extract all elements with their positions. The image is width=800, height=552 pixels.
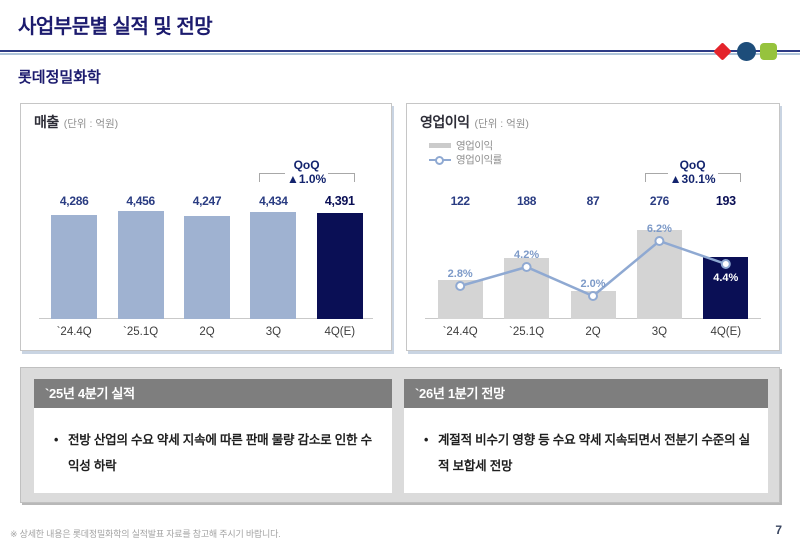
bar-`24.4Q	[51, 215, 98, 319]
title-underline-shadow	[0, 53, 800, 55]
x-axis-label: `24.4Q	[442, 326, 478, 338]
margin-label: 4.4%	[713, 272, 739, 284]
qoq-bracket-left	[258, 173, 285, 182]
q1-outlook-box-body: • 계절적 비수기 영향 등 수요 약세 지속되면서 전분기 수준의 실적 보합세…	[404, 408, 768, 493]
x-axis-label: 4Q(E)	[710, 326, 742, 338]
value-label: 4,286	[59, 194, 89, 208]
q1-outlook-box-title: `26년 1분기 전망	[404, 379, 768, 408]
operating-profit-chart-header: 영업이익 (단위 : 억원)	[420, 112, 529, 132]
page-number: 7	[775, 523, 782, 537]
bullet-dot-icon: •	[54, 433, 59, 447]
value-label: 122	[450, 194, 470, 208]
x-axis-label: `24.4Q	[56, 326, 92, 338]
company-title: 롯데정밀화학	[18, 69, 101, 86]
bar-3Q	[250, 212, 297, 319]
qoq-change: ▲30.1%	[669, 172, 716, 186]
bar-4Q(E)	[703, 257, 749, 319]
page-title: 사업부문별 실적 및 전망	[18, 16, 213, 38]
blue-circle-icon	[737, 42, 756, 61]
margin-label: 2.0%	[580, 278, 606, 290]
qoq-bracket: ▲1.0%	[258, 172, 355, 186]
value-label: 4,456	[126, 194, 155, 208]
bar-2Q	[184, 216, 230, 319]
operating-profit-chart-panel: 영업이익 (단위 : 억원) 영업이익 영업이익률 122 `24.4Q 188 `25…	[406, 103, 780, 351]
qoq-label: QoQ	[293, 158, 320, 172]
chart-legend: 영업이익 영업이익률	[429, 139, 502, 167]
summary-section: `25년 4분기 실적 • 전방 산업의 수요 약세 지속에 따른 판매 물량 감…	[20, 367, 780, 503]
operating-profit-chart-title: 영업이익	[420, 114, 470, 130]
q1-outlook-bullet: • 계절적 비수기 영향 등 수요 약세 지속되면서 전분기 수준의 실적 보합세…	[417, 427, 755, 479]
x-axis-label: 4Q(E)	[324, 326, 356, 338]
value-label: 4,434	[259, 194, 288, 208]
x-axis-label: 3Q	[651, 326, 668, 338]
legend-marker-icon	[435, 155, 444, 165]
q4-results-box: `25년 4분기 실적 • 전방 산업의 수요 약세 지속에 따른 판매 물량 감…	[34, 379, 392, 493]
qoq-bracket: ▲30.1%	[644, 172, 741, 186]
revenue-chart-header: 매출 (단위 : 억원)	[34, 112, 118, 132]
bar-`25.1Q	[117, 211, 164, 319]
qoq-bracket-left	[644, 173, 668, 182]
revenue-bar-chart: 4,286 `24.4Q 4,456 `25.1Q 4,247 2Q 4,434 3Q 4,39…	[21, 104, 391, 350]
revenue-chart-title: 매출	[34, 114, 59, 130]
revenue-chart-panel: 매출 (단위 : 억원) 4,286 `24.4Q 4,456 `25.1Q 4,247 2…	[20, 103, 392, 351]
legend-label: 영업이익	[456, 140, 493, 152]
value-label: 193	[715, 194, 736, 208]
legend-label: 영업이익률	[456, 154, 502, 166]
legend-line-swatch-icon	[429, 155, 451, 165]
qoq-bracket-right	[717, 173, 741, 182]
legend-item-operating-margin: 영업이익률	[429, 153, 502, 166]
bar-3Q	[636, 230, 682, 319]
value-label: 4,247	[192, 194, 222, 208]
value-label: 276	[649, 194, 669, 208]
margin-label: 4.2%	[514, 249, 540, 261]
value-label: 4,391	[324, 194, 355, 208]
red-diamond-icon	[713, 42, 732, 61]
bar-`24.4Q	[437, 280, 483, 319]
qoq-annotation: QoQ ▲30.1%	[644, 158, 741, 186]
legend-item-operating-profit: 영업이익	[429, 139, 502, 152]
bar-2Q	[570, 291, 616, 319]
operating-profit-chart-unit-label: (단위 : 억원)	[474, 118, 529, 130]
value-label: 87	[586, 194, 600, 208]
title-underline	[0, 50, 800, 52]
x-axis-label: 3Q	[265, 326, 282, 338]
legend-bar-swatch-icon	[429, 143, 451, 148]
value-label: 188	[517, 194, 537, 208]
qoq-annotation: QoQ ▲1.0%	[258, 158, 355, 186]
qoq-label: QoQ	[679, 158, 706, 172]
qoq-change: ▲1.0%	[286, 172, 327, 186]
bullet-dot-icon: •	[424, 433, 429, 447]
q4-results-box-title: `25년 4분기 실적	[34, 379, 392, 408]
margin-label: 2.8%	[447, 268, 473, 280]
footnote: ※ 상세한 내용은 롯데정밀화학의 실적발표 자료를 참고해 주시기 바랍니다.	[10, 529, 281, 539]
x-axis-label: 2Q	[585, 326, 601, 338]
x-axis-label: `25.1Q	[123, 326, 159, 338]
bullet-text: 계절적 비수기 영향 등 수요 약세 지속되면서 전분기 수준의 실적 보합세 …	[438, 433, 750, 473]
bar-4Q(E)	[316, 213, 363, 319]
revenue-chart-unit-label: (단위 : 억원)	[63, 118, 119, 130]
green-square-icon	[760, 43, 777, 60]
bullet-text: 전방 산업의 수요 약세 지속에 따른 판매 물량 감소로 인한 수익성 하락	[68, 433, 372, 473]
q4-results-box-body: • 전방 산업의 수요 약세 지속에 따른 판매 물량 감소로 인한 수익성 하락	[34, 408, 392, 493]
x-axis-label: `25.1Q	[509, 326, 545, 338]
bar-`25.1Q	[504, 258, 550, 319]
margin-label: 6.2%	[646, 223, 672, 235]
qoq-bracket-right	[328, 173, 355, 182]
x-axis-label: 2Q	[199, 326, 215, 338]
q1-outlook-box: `26년 1분기 전망 • 계절적 비수기 영향 등 수요 약세 지속되면서 전분…	[404, 379, 768, 493]
q4-results-bullet: • 전방 산업의 수요 약세 지속에 따른 판매 물량 감소로 인한 수익성 하락	[47, 427, 379, 479]
